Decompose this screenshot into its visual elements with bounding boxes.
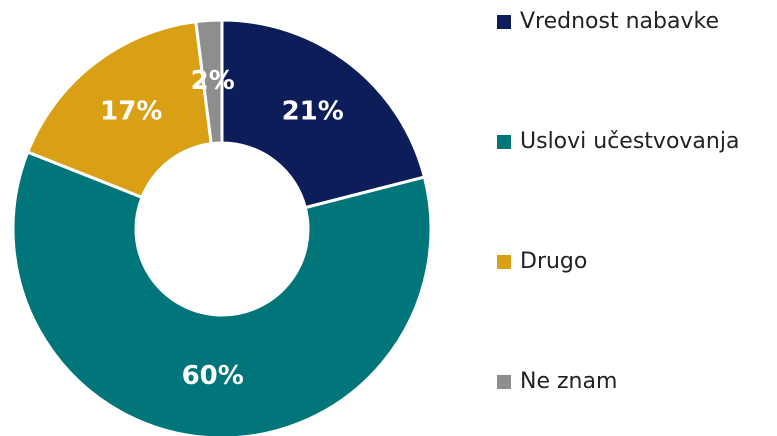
data-label: 21%	[282, 97, 344, 127]
legend-label: Vrednost nabavke	[520, 9, 719, 34]
donut-slice	[11, 150, 433, 436]
data-label: 60%	[182, 361, 244, 391]
legend-label: Ne znam	[520, 369, 617, 394]
data-label: 17%	[100, 97, 162, 127]
data-label: 2%	[191, 66, 235, 96]
legend-swatch	[497, 15, 511, 29]
donut-slice	[220, 18, 427, 210]
legend-label: Uslovi učestvovanja	[520, 129, 739, 154]
donut-slice	[194, 18, 224, 146]
legend-swatch	[497, 135, 511, 149]
legend-swatch	[497, 255, 511, 269]
donut-slice	[25, 19, 213, 200]
legend-label: Drugo	[520, 249, 587, 274]
legend-swatch	[497, 375, 511, 389]
